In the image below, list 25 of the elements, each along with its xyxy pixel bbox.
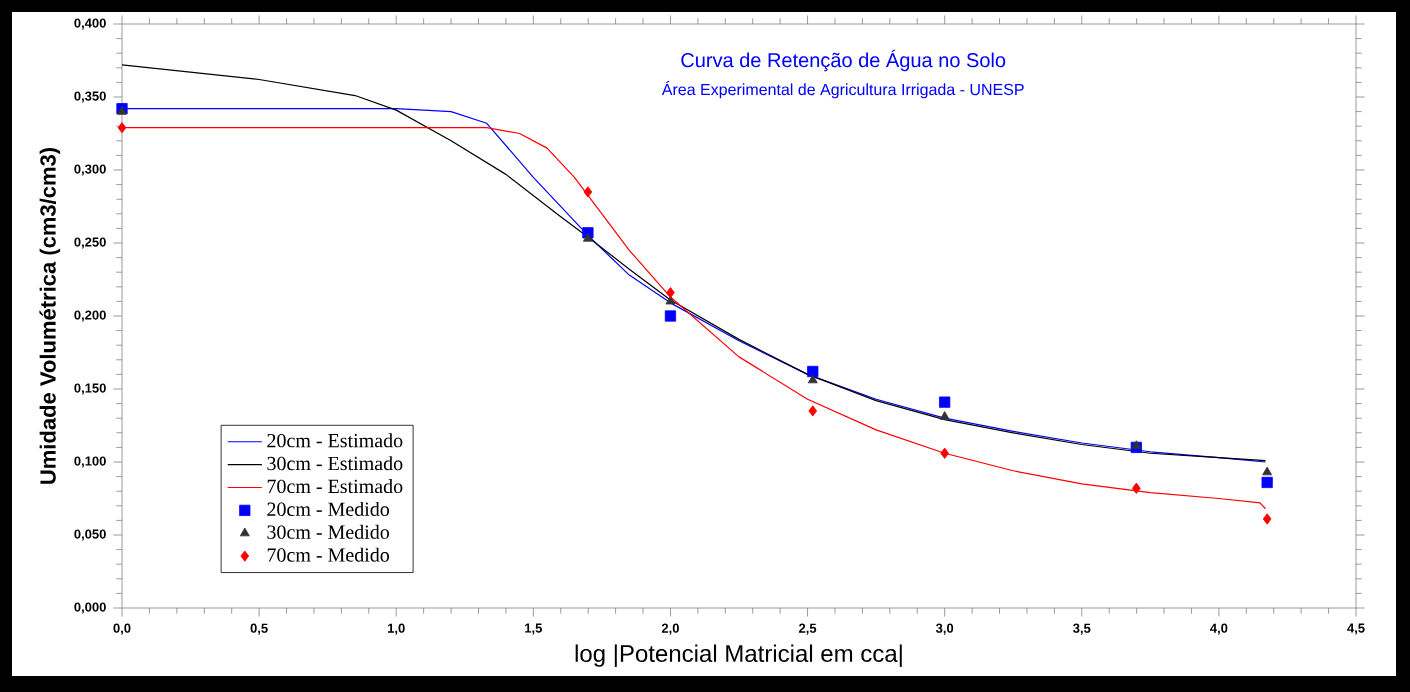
point [939, 411, 950, 420]
legend-label: 20cm - Estimado [267, 433, 403, 448]
point [666, 287, 675, 299]
legend-label: 30cm - Medido [267, 524, 390, 539]
point [1262, 466, 1273, 476]
legend-label: 70cm - Medido [267, 547, 390, 562]
legend-label: 70cm - Estimado [267, 479, 403, 494]
point [807, 374, 818, 384]
point [939, 396, 951, 408]
point [117, 122, 127, 134]
x-axis-title: log |Potencial Matricial em cca| [575, 644, 902, 667]
point [808, 405, 818, 417]
text: Curva de Retenção de Água no Solo [681, 49, 1006, 72]
point [583, 233, 593, 242]
legend-label: 30cm - Estimado [267, 456, 403, 471]
point [1132, 482, 1141, 494]
point [940, 447, 949, 459]
text: Área Experimental de Agricultura Irrigada - UNESP [661, 81, 1024, 99]
point [1262, 513, 1272, 525]
point [1261, 476, 1273, 489]
point [664, 310, 677, 322]
y-axis-title: Umidade Volumétrica (cm3/cm3) [39, 147, 61, 484]
point [807, 365, 819, 378]
point [583, 186, 593, 198]
legend-label: 20cm - Medido [267, 501, 390, 516]
